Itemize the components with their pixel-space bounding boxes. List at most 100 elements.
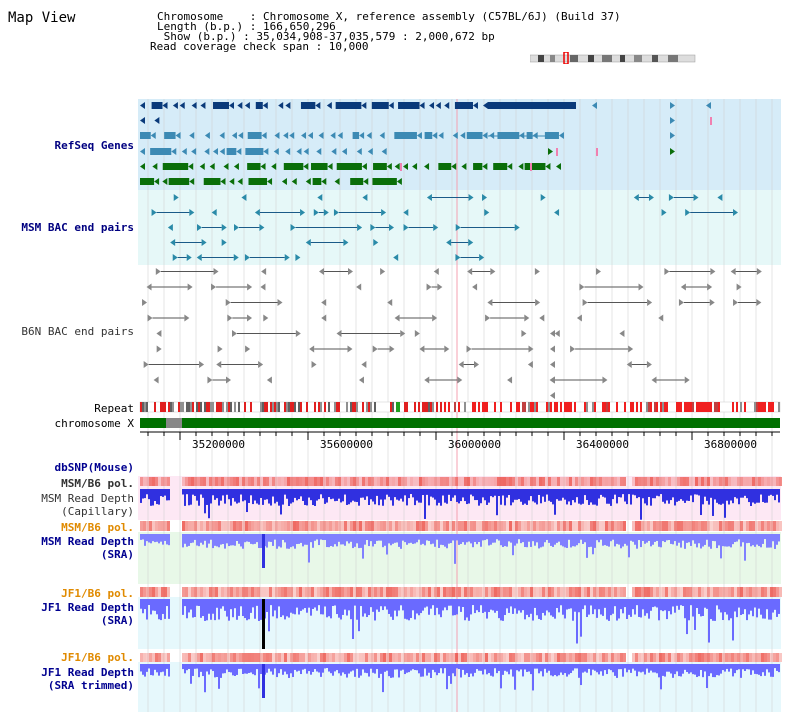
msm-b6-pol-band-1 [668, 477, 671, 486]
jf1-depth-trimmed-bar [732, 664, 734, 677]
repeat-mark [710, 402, 712, 412]
jf1-depth-trimmed-bar [458, 664, 460, 670]
msm-b6-pol-band-1 [452, 477, 455, 486]
jf1-depth-sra-bar [578, 599, 580, 613]
repeat-mark [768, 402, 770, 412]
jf1-depth-trimmed-bar [638, 664, 640, 672]
msm-depth-sra-bar [728, 534, 730, 547]
jf1-depth-sra-bar [414, 599, 416, 620]
jf1-depth-sra-bar [322, 599, 324, 615]
msm-b6-pol-band-2 [236, 521, 239, 531]
jf1-depth-trimmed-bar [320, 664, 322, 677]
jf1-b6-pol-band-2 [491, 653, 494, 662]
jf1-depth-trimmed-bar [496, 664, 498, 674]
msm-depth-sra-bar [490, 534, 492, 545]
jf1-b6-pol-band-1 [632, 587, 635, 597]
msm-depth-sra-bar [328, 534, 330, 548]
repeat-mark [192, 402, 194, 412]
msm-depth-sra-bar [258, 534, 260, 549]
bac-end [638, 283, 644, 291]
gene-block [424, 132, 433, 139]
msm-depth-capillary-bar [566, 489, 568, 505]
jf1-depth-sra-bar [298, 599, 300, 615]
jf1-depth-trimmed-bar [596, 664, 598, 673]
msm-b6-pol-band-2 [584, 521, 587, 531]
gene-arrow [175, 132, 181, 139]
msm-depth-sra-bar [542, 534, 544, 547]
jf1-depth-trimmed-bar [756, 664, 758, 675]
jf1-depth-sra-bar [374, 599, 376, 621]
jf1-b6-pol-band-2 [326, 653, 329, 662]
repeat-mark [510, 402, 512, 412]
msm-depth-capillary-bar [734, 489, 736, 498]
jf1-depth-trimmed-bar [658, 664, 660, 678]
msm-b6-pol-band-2 [188, 521, 191, 531]
jf1-b6-pol-band-1 [377, 587, 380, 597]
msm-b6-pol-band-1 [551, 477, 554, 486]
jf1-b6-pol-band-1 [209, 587, 212, 597]
msm-depth-sra-bar [520, 534, 522, 544]
jf1-b6-pol-band-1 [143, 587, 146, 597]
repeat-mark [206, 402, 208, 412]
jf1-depth-trimmed-bar [666, 664, 668, 672]
jf1-b6-pol-band-2 [221, 653, 224, 662]
msm-b6-pol-band-1 [674, 477, 677, 486]
jf1-b6-pol-band-1 [755, 587, 758, 597]
msm-depth-capillary-bar [380, 489, 382, 500]
msm-depth-sra-bar [314, 534, 316, 541]
msm-depth-capillary-bar [740, 489, 742, 498]
jf1-b6-pol-band-2 [209, 653, 212, 662]
jf1-depth-trimmed-bar [498, 664, 500, 671]
repeat-mark [464, 402, 466, 412]
msm-b6-pol-band-2 [530, 521, 533, 531]
repeat-mark [676, 402, 678, 412]
jf1-b6-pol-band-1 [611, 587, 614, 597]
jf1-b6-pol-band-2 [419, 653, 422, 662]
jf1-b6-pol-band-1 [254, 587, 257, 597]
msm-b6-pol-band-1 [218, 477, 221, 486]
msm-depth-capillary-bar [698, 489, 700, 496]
jf1-b6-pol-band-1 [419, 587, 422, 597]
msm-b6-pol-band-2 [377, 521, 380, 531]
jf1-depth-sra-bar [424, 599, 426, 608]
bac-end [357, 224, 363, 231]
jf1-b6-pol-band-2 [761, 653, 764, 662]
msm-depth-capillary-bar [710, 489, 712, 498]
msm-depth-sra-bar [316, 534, 318, 540]
msm-depth-sra-bar [318, 534, 320, 546]
gene-block [438, 163, 452, 170]
jf1-depth-sra-bar [592, 599, 594, 615]
jf1-depth-sra-bar [640, 599, 642, 618]
jf1-b6-pol-band-1 [323, 587, 326, 597]
jf1-depth-trimmed-bar [754, 664, 756, 674]
jf1-b6-pol-band-2 [356, 653, 359, 662]
repeat-mark [306, 402, 308, 412]
gene-block [226, 148, 237, 155]
jf1-depth-sra-bar [442, 599, 444, 611]
msm-depth-sra-bar [462, 534, 464, 543]
msm-depth-sra-bar [282, 534, 284, 540]
gene-arrow [303, 163, 309, 170]
msm-b6-pol-band-1 [296, 477, 299, 486]
repeat-mark [180, 402, 182, 412]
jf1-depth-sra-bar [590, 599, 592, 606]
chromosome-ideogram[interactable] [530, 52, 700, 64]
msm-b6-pol-band-1 [143, 477, 146, 486]
jf1-depth-trimmed-bar [588, 664, 590, 669]
msm-b6-pol-band-1 [389, 477, 392, 486]
jf1-depth-sra-bar [348, 599, 350, 611]
msm-depth-sra-bar [470, 534, 472, 544]
jf1-depth-sra-bar [666, 599, 668, 620]
msm-depth-capillary-bar [312, 489, 314, 506]
msm-depth-sra-bar [140, 534, 142, 540]
msm-depth-capillary-bar [648, 489, 650, 497]
gene-arrow [260, 163, 266, 170]
msm-depth-capillary-bar [356, 489, 358, 503]
jf1-b6-pol-band-1 [221, 587, 224, 597]
jf1-b6-pol-band-2 [425, 653, 428, 662]
msm-depth-sra-bar [332, 534, 334, 547]
repeat-mark [706, 402, 708, 412]
msm-b6-pol-band-1 [362, 477, 365, 486]
jf1-depth-sra-bar [692, 599, 694, 617]
